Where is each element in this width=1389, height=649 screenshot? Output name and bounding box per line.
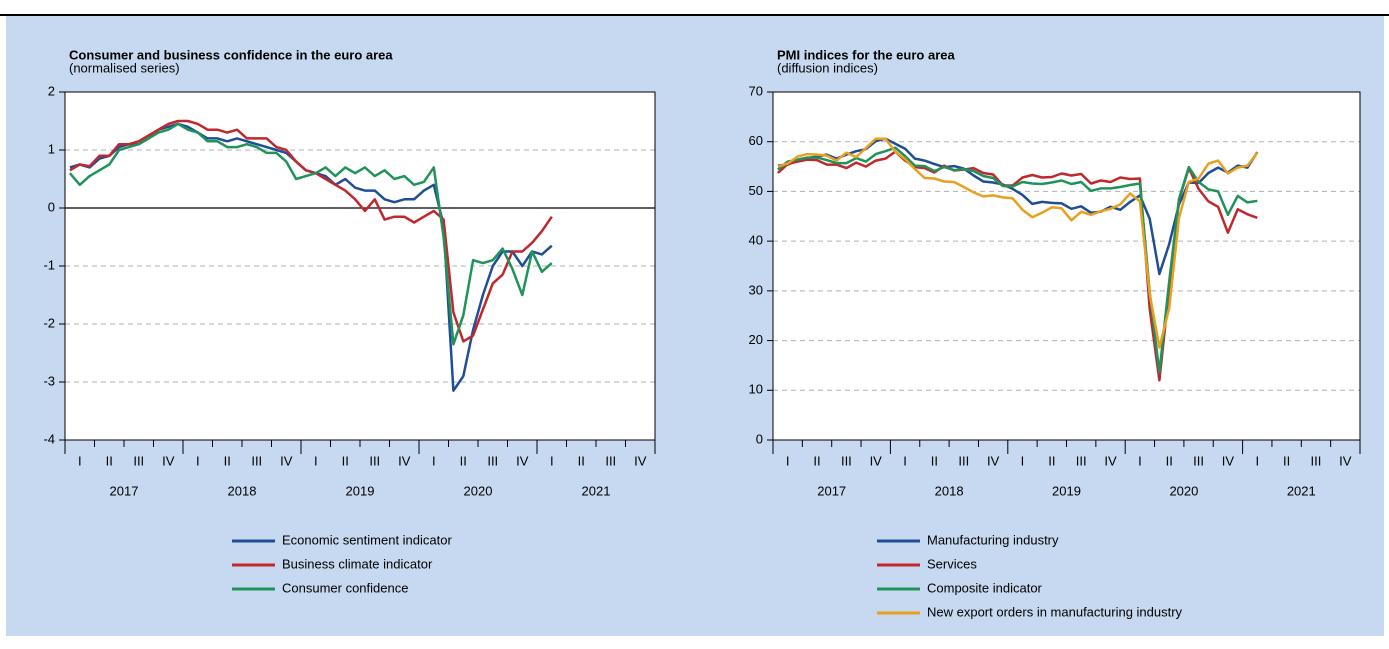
x-quarter-label: IV xyxy=(1104,453,1117,468)
x-quarter-label: I xyxy=(1255,453,1259,468)
legend-label: New export orders in manufacturing indus… xyxy=(927,604,1183,619)
x-year-label: 2020 xyxy=(1169,483,1198,498)
x-year-label: 2021 xyxy=(582,483,611,498)
y-tick-label: 0 xyxy=(756,431,763,446)
y-tick-label: -4 xyxy=(43,431,55,446)
series-line xyxy=(777,146,1258,374)
x-quarter-label: IV xyxy=(398,453,411,468)
series-line xyxy=(69,119,553,343)
y-tick-label: 50 xyxy=(749,183,763,198)
legend-label: Economic sentiment indicator xyxy=(282,532,452,547)
x-year-label: 2019 xyxy=(1052,483,1081,498)
x-quarter-label: IV xyxy=(162,453,175,468)
x-quarter-label: III xyxy=(251,453,262,468)
plot-area xyxy=(773,92,1360,440)
x-quarter-label: II xyxy=(460,453,467,468)
y-tick-label: 20 xyxy=(749,332,763,347)
x-quarter-label: III xyxy=(841,453,852,468)
x-quarter-label: II xyxy=(342,453,349,468)
top-rule xyxy=(0,14,1389,16)
x-year-label: 2018 xyxy=(935,483,964,498)
y-tick-label: 2 xyxy=(48,83,55,98)
x-quarter-label: III xyxy=(1193,453,1204,468)
x-quarter-label: I xyxy=(1138,453,1142,468)
y-tick-label: 60 xyxy=(749,133,763,148)
x-quarter-label: III xyxy=(1076,453,1087,468)
y-tick-label: -3 xyxy=(43,373,55,388)
series-line xyxy=(68,122,553,346)
x-quarter-label: III xyxy=(133,453,144,468)
x-quarter-label: II xyxy=(931,453,938,468)
chart-subtitle: (diffusion indices) xyxy=(777,60,878,75)
x-quarter-label: I xyxy=(550,453,554,468)
x-quarter-label: III xyxy=(605,453,616,468)
plot-frame xyxy=(64,91,656,441)
plot-frame xyxy=(772,91,1361,441)
chart-title: Consumer and business confidence in the … xyxy=(69,47,393,62)
chart-title: PMI indices for the euro area xyxy=(777,47,955,62)
y-tick-label: 30 xyxy=(749,282,763,297)
series-line xyxy=(777,137,1259,349)
x-quarter-label: I xyxy=(78,453,82,468)
x-quarter-label: II xyxy=(578,453,585,468)
y-tick-label: -2 xyxy=(43,315,55,330)
x-quarter-label: II xyxy=(1048,453,1055,468)
legend-label: Consumer confidence xyxy=(282,580,408,595)
x-quarter-label: II xyxy=(1283,453,1290,468)
legend-label: Business climate indicator xyxy=(282,556,433,571)
x-quarter-label: I xyxy=(1021,453,1025,468)
x-year-label: 2017 xyxy=(817,483,846,498)
x-quarter-label: IV xyxy=(280,453,293,468)
x-quarter-label: IV xyxy=(1222,453,1235,468)
x-year-label: 2018 xyxy=(228,483,257,498)
x-quarter-label: II xyxy=(106,453,113,468)
legend-label: Manufacturing industry xyxy=(927,532,1059,547)
x-quarter-label: III xyxy=(958,453,969,468)
x-quarter-label: I xyxy=(314,453,318,468)
x-quarter-label: II xyxy=(1166,453,1173,468)
x-year-label: 2020 xyxy=(464,483,493,498)
x-year-label: 2019 xyxy=(346,483,375,498)
x-year-label: 2021 xyxy=(1287,483,1316,498)
y-tick-label: 1 xyxy=(48,141,55,156)
x-quarter-label: IV xyxy=(870,453,883,468)
x-quarter-label: I xyxy=(903,453,907,468)
chart-subtitle: (normalised series) xyxy=(69,60,180,75)
x-quarter-label: I xyxy=(786,453,790,468)
x-quarter-label: III xyxy=(369,453,380,468)
plot-area xyxy=(65,92,655,440)
x-quarter-label: II xyxy=(224,453,231,468)
x-quarter-label: IV xyxy=(987,453,1000,468)
x-quarter-label: III xyxy=(487,453,498,468)
y-tick-label: 40 xyxy=(749,233,763,248)
x-quarter-label: II xyxy=(813,453,820,468)
x-quarter-label: IV xyxy=(516,453,529,468)
y-tick-label: 0 xyxy=(48,199,55,214)
x-quarter-label: I xyxy=(196,453,200,468)
x-quarter-label: III xyxy=(1311,453,1322,468)
y-tick-label: 10 xyxy=(749,382,763,397)
x-year-label: 2017 xyxy=(110,483,139,498)
y-tick-label: -1 xyxy=(43,257,55,272)
x-quarter-label: I xyxy=(432,453,436,468)
legend-label: Composite indicator xyxy=(927,580,1043,595)
x-quarter-label: IV xyxy=(1339,453,1352,468)
x-quarter-label: IV xyxy=(634,453,647,468)
y-tick-label: 70 xyxy=(749,83,763,98)
legend-label: Services xyxy=(927,556,977,571)
